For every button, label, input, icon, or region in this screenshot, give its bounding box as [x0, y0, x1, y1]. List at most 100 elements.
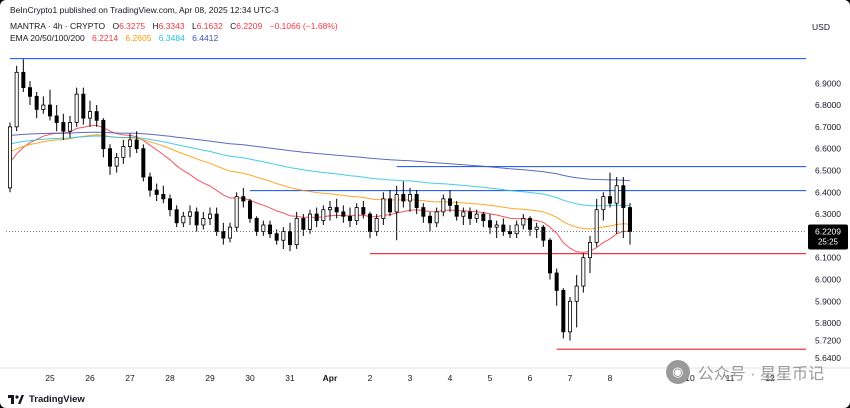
candle-body	[61, 122, 66, 132]
candle-body	[68, 122, 73, 132]
wechat-icon: ◉	[665, 360, 690, 384]
x-tick-label: 3	[408, 373, 413, 383]
candle	[121, 139, 126, 164]
candle	[167, 194, 172, 217]
candle	[621, 177, 626, 239]
candle	[41, 96, 46, 114]
candle-body	[274, 233, 279, 241]
candle	[201, 211, 206, 230]
candle-body	[554, 272, 559, 291]
candle-body	[541, 226, 546, 241]
candle-body	[321, 209, 326, 222]
candle	[254, 216, 259, 236]
candle	[267, 220, 272, 239]
candle	[21, 59, 26, 92]
candle	[221, 222, 226, 245]
ema100-value: 6.3484	[158, 33, 185, 43]
tradingview-footer[interactable]: TradingView	[8, 394, 85, 405]
candle-body	[407, 194, 412, 202]
candle-body	[608, 196, 613, 204]
candle-body	[528, 218, 533, 230]
candle-body	[628, 207, 633, 232]
candle-body	[601, 196, 606, 211]
candle-body	[227, 226, 232, 239]
candle-body	[181, 215, 186, 224]
y-tick-label: 6.1000	[815, 253, 841, 263]
candle	[101, 118, 106, 158]
x-tick-label: 11	[726, 373, 735, 383]
candle-body	[21, 71, 26, 89]
candle-body	[114, 156, 119, 167]
candle-body	[421, 207, 426, 217]
candle-body	[121, 146, 126, 158]
price-axis-panel[interactable]	[806, 0, 850, 380]
candle	[274, 229, 279, 245]
candle	[568, 296, 573, 341]
candle-body	[247, 200, 252, 219]
candle-body	[207, 213, 212, 219]
y-tick-label: 5.8000	[815, 318, 841, 328]
candle	[187, 205, 192, 225]
candle	[114, 153, 119, 173]
candle-body	[254, 218, 259, 232]
x-tick-label: 4	[448, 373, 453, 383]
candle-body	[94, 111, 99, 121]
y-tick-label: 6.3000	[815, 209, 841, 219]
candle	[588, 235, 593, 273]
x-tick-label: 29	[205, 373, 215, 383]
candle	[581, 253, 586, 293]
candle	[628, 203, 633, 245]
candle-body	[234, 196, 239, 228]
y-tick-label: 6.8000	[815, 100, 841, 110]
candle	[7, 122, 12, 193]
candle-body	[81, 93, 86, 119]
candle-body	[294, 218, 299, 246]
candle	[608, 172, 613, 208]
candle	[154, 183, 159, 201]
x-tick-label: Apr	[323, 373, 338, 383]
close-label: C	[230, 21, 237, 31]
candle-body	[167, 198, 172, 211]
y-tick-label: 6.6000	[815, 144, 841, 154]
candle	[108, 144, 113, 175]
ema-line-200	[9, 131, 631, 182]
candle	[374, 214, 379, 236]
candle	[294, 211, 299, 249]
candle	[181, 211, 186, 228]
candle	[94, 105, 99, 127]
tradingview-brand: TradingView	[29, 394, 85, 405]
candle-body	[361, 207, 366, 215]
ema-legend-label[interactable]: EMA 20/50/100/200	[10, 33, 85, 43]
candle-body	[381, 198, 386, 219]
candle	[81, 87, 86, 125]
candle-body	[461, 211, 466, 217]
candle	[554, 268, 559, 306]
candle	[194, 207, 199, 232]
candle-body	[447, 198, 452, 206]
candle-body	[241, 196, 246, 202]
candle	[601, 192, 606, 221]
candle-body	[494, 224, 499, 228]
candle	[514, 220, 519, 239]
candle	[541, 224, 546, 247]
candle-body	[521, 218, 526, 226]
x-tick-label: 26	[85, 373, 95, 383]
horizontal-levels: 7.01336.51806.40786.11875.6802	[10, 52, 848, 356]
symbol-ohlc-legend: MANTRA · 4h · CRYPTO O6.3275 H6.3343 L6.…	[10, 21, 338, 31]
candle-body	[514, 224, 519, 235]
currency-label[interactable]: USD	[812, 22, 830, 32]
candle	[367, 211, 372, 239]
candle	[314, 207, 319, 228]
candle-body	[27, 87, 32, 97]
candle	[241, 187, 246, 208]
candle	[161, 185, 166, 204]
candle-body	[621, 185, 626, 208]
candle	[487, 214, 492, 234]
candle-body	[88, 111, 93, 119]
watermark: ◉ 公众号 · 星星币记	[665, 360, 824, 384]
symbol-name[interactable]: MANTRA · 4h · CRYPTO	[10, 21, 106, 31]
candle	[441, 194, 446, 217]
ema20-value: 6.2214	[92, 33, 119, 43]
